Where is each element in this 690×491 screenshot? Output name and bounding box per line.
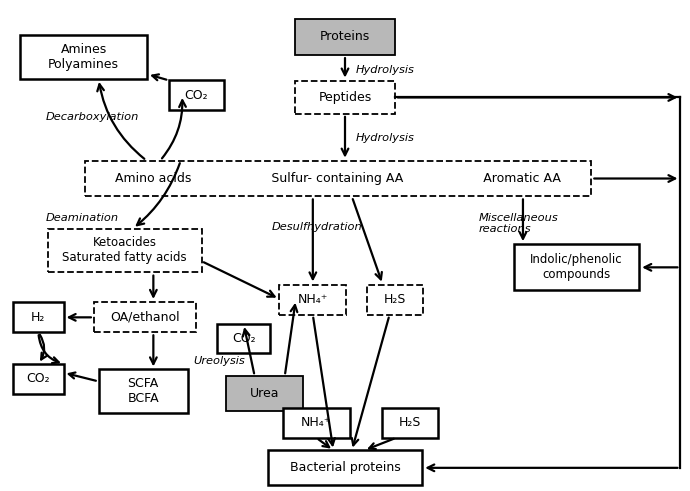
Text: Ketoacides
Saturated fatty acids: Ketoacides Saturated fatty acids [62,236,187,264]
Text: CO₂: CO₂ [185,88,208,102]
Text: Ureolysis: Ureolysis [193,356,245,366]
Text: Amino acids                    Sulfur- containing AA                    Aromatic: Amino acids Sulfur- containing AA Aromat… [115,172,561,185]
Text: Proteins: Proteins [320,30,370,43]
FancyBboxPatch shape [48,228,201,272]
FancyBboxPatch shape [295,81,395,114]
FancyBboxPatch shape [94,302,197,332]
FancyBboxPatch shape [382,408,438,438]
FancyBboxPatch shape [367,285,423,315]
FancyBboxPatch shape [283,408,350,438]
Text: Deamination: Deamination [46,213,119,223]
Text: CO₂: CO₂ [26,373,50,385]
Text: Hydrolysis: Hydrolysis [355,133,414,143]
FancyBboxPatch shape [268,450,422,485]
Text: Urea: Urea [250,387,279,400]
FancyBboxPatch shape [13,364,63,394]
Text: H₂: H₂ [31,311,46,324]
Text: NH₄⁺: NH₄⁺ [301,416,331,429]
FancyBboxPatch shape [279,285,346,315]
Text: SCFA
BCFA: SCFA BCFA [127,377,159,405]
FancyBboxPatch shape [514,245,639,290]
FancyBboxPatch shape [226,376,302,411]
Text: H₂S: H₂S [399,416,421,429]
Text: H₂S: H₂S [384,293,406,306]
Text: CO₂: CO₂ [232,332,255,345]
Text: OA/ethanol: OA/ethanol [110,311,180,324]
FancyBboxPatch shape [169,80,224,110]
FancyBboxPatch shape [13,302,63,332]
FancyBboxPatch shape [295,19,395,55]
Text: NH₄⁺: NH₄⁺ [297,293,328,306]
FancyBboxPatch shape [20,35,147,79]
Text: Amines
Polyamines: Amines Polyamines [48,43,119,71]
Text: Hydrolysis: Hydrolysis [355,65,414,75]
Text: Miscellaneous
reactions: Miscellaneous reactions [478,213,558,235]
Text: Indolic/phenolic
compounds: Indolic/phenolic compounds [530,253,622,281]
FancyBboxPatch shape [217,324,270,353]
Text: Desulfhydration: Desulfhydration [272,222,362,232]
FancyBboxPatch shape [99,369,188,413]
Text: Decarboxylation: Decarboxylation [46,112,139,122]
FancyBboxPatch shape [85,161,591,196]
Text: Peptides: Peptides [318,91,372,104]
Text: Bacterial proteins: Bacterial proteins [290,462,400,474]
